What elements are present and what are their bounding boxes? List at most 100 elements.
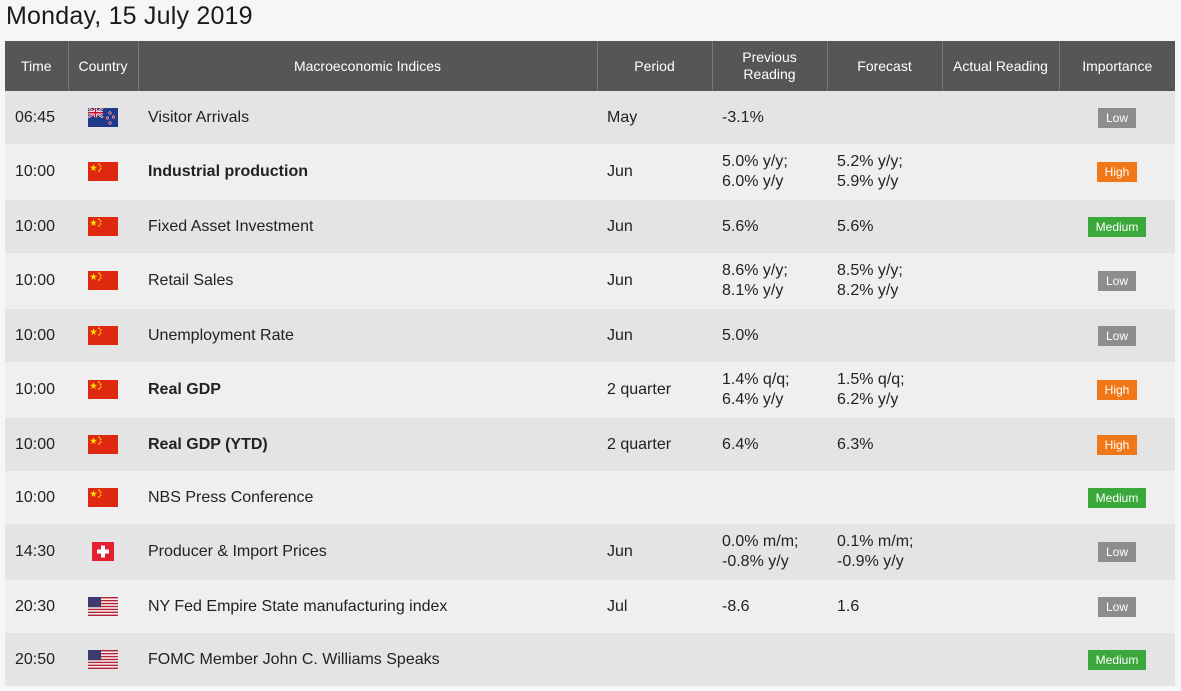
forecast-value-line1: 6.3%: [837, 435, 874, 453]
indicator-name: Visitor Arrivals: [148, 108, 250, 126]
country-cell: [68, 253, 138, 309]
indicator-cell: NBS Press Conference: [138, 471, 597, 524]
event-time: 10:00: [15, 217, 56, 235]
header-time[interactable]: Time: [5, 41, 68, 91]
table-row[interactable]: 20:30 NY Fed Empire State manufacturing …: [5, 580, 1175, 633]
period-cell: May: [597, 91, 712, 144]
table-row[interactable]: 10:00 Real GDP 2 quarter 1.4% q/q; 6.4% y/y…: [5, 362, 1175, 418]
previous-value-line1: 6.4%: [722, 435, 759, 453]
cn-flag-icon: [88, 162, 118, 182]
indicator-name: Real GDP: [148, 381, 221, 398]
header-importance[interactable]: Importance: [1058, 41, 1175, 91]
previous-cell: 8.6% y/y; 8.1% y/y: [712, 253, 827, 309]
time-cell: 20:30: [5, 580, 68, 633]
previous-value-line1: 0.0% m/m;: [722, 533, 799, 550]
header-previous-line1: Previous: [742, 49, 797, 65]
country-cell: [68, 362, 138, 418]
previous-value-line2: 6.4% y/y: [722, 391, 784, 408]
previous-value-line1: 8.6% y/y;: [722, 262, 788, 279]
indicator-name: NBS Press Conference: [148, 488, 314, 506]
event-time: 10:00: [15, 272, 56, 289]
table-row[interactable]: 10:00 Real GDP (YTD) 2 quarter 6.4% 6.3% Hig…: [5, 418, 1175, 471]
actual-cell: [942, 580, 1059, 633]
indicator-cell: Fixed Asset Investment: [138, 200, 597, 253]
period-cell: Jun: [597, 200, 712, 253]
table-row[interactable]: 10:00 Fixed Asset Investment Jun 5.6% 5.6% M…: [5, 200, 1175, 253]
forecast-value-line1: 1.6: [837, 597, 860, 615]
nz-flag-icon: [88, 107, 118, 127]
importance-cell: Low: [1059, 580, 1175, 633]
indicator-cell: Industrial production: [138, 144, 597, 200]
indicator-name: Fixed Asset Investment: [148, 217, 314, 235]
header-actual-reading[interactable]: Actual Reading: [941, 41, 1059, 91]
period-cell: [597, 471, 712, 524]
table-row[interactable]: 20:50 FOMC Member John C. Williams Speak…: [5, 633, 1175, 686]
forecast-value-line1: 8.5% y/y;: [837, 262, 903, 279]
importance-badge: High: [1096, 434, 1138, 455]
previous-value-line1: -3.1%: [722, 108, 764, 126]
country-cell: [68, 580, 138, 633]
table-row[interactable]: 06:45 Visitor Arrivals May -3.1% Low: [5, 91, 1175, 144]
forecast-value-line2: 8.2% y/y: [837, 282, 899, 299]
previous-value-line1: 5.6%: [722, 217, 759, 235]
importance-badge: Low: [1097, 271, 1136, 291]
importance-cell: Medium: [1059, 200, 1175, 253]
header-forecast[interactable]: Forecast: [826, 41, 942, 91]
indicator-cell: Producer & Import Prices: [138, 524, 597, 580]
importance-badge: Medium: [1087, 487, 1147, 508]
table-row[interactable]: 10:00 Unemployment Rate Jun 5.0% Low: [5, 309, 1175, 362]
forecast-cell: [827, 309, 942, 362]
page-title: Monday, 15 July 2019: [6, 2, 253, 30]
previous-cell: -3.1%: [712, 91, 827, 144]
importance-cell: Low: [1059, 524, 1175, 580]
header-country[interactable]: Country: [67, 41, 138, 91]
period-cell: Jun: [597, 524, 712, 580]
previous-value-line2: -0.8% y/y: [722, 553, 789, 570]
time-cell: 14:30: [5, 524, 68, 580]
importance-cell: Medium: [1059, 633, 1175, 686]
economic-calendar-table: Time Country Macroeconomic Indices Perio…: [5, 41, 1175, 686]
country-cell: [68, 91, 138, 144]
header-indices[interactable]: Macroeconomic Indices: [137, 41, 597, 91]
importance-badge: Medium: [1087, 216, 1147, 237]
forecast-cell: 0.1% m/m; -0.9% y/y: [827, 524, 942, 580]
importance-cell: High: [1059, 362, 1175, 418]
header-period[interactable]: Period: [596, 41, 712, 91]
time-cell: 10:00: [5, 362, 68, 418]
period-value: May: [607, 108, 638, 126]
previous-cell: 0.0% m/m; -0.8% y/y: [712, 524, 827, 580]
time-cell: 10:00: [5, 309, 68, 362]
header-previous-reading[interactable]: Previous Reading: [711, 41, 827, 91]
actual-cell: [942, 418, 1059, 471]
period-cell: 2 quarter: [597, 418, 712, 471]
us-flag-icon: [88, 596, 118, 616]
actual-cell: [942, 91, 1059, 144]
importance-cell: Low: [1059, 253, 1175, 309]
period-cell: Jun: [597, 309, 712, 362]
forecast-cell: 5.2% y/y; 5.9% y/y: [827, 144, 942, 200]
cn-flag-icon: [88, 487, 118, 507]
actual-cell: [942, 200, 1059, 253]
forecast-value-line1: 5.2% y/y;: [837, 153, 903, 170]
time-cell: 10:00: [5, 200, 68, 253]
actual-cell: [942, 471, 1059, 524]
table-row[interactable]: 10:00 NBS Press Conference Medium: [5, 471, 1175, 524]
table-row[interactable]: 10:00 Retail Sales Jun 8.6% y/y; 8.1% y/y 8.…: [5, 253, 1175, 309]
time-cell: 10:00: [5, 471, 68, 524]
previous-value-line2: 8.1% y/y: [722, 282, 784, 299]
forecast-value-line1: 1.5% q/q;: [837, 371, 905, 388]
time-cell: 20:50: [5, 633, 68, 686]
event-time: 10:00: [15, 488, 56, 506]
importance-cell: Low: [1059, 309, 1175, 362]
table-row[interactable]: 14:30 Producer & Import Prices Jun 0.0% m/…: [5, 524, 1175, 580]
forecast-cell: 6.3%: [827, 418, 942, 471]
period-cell: 2 quarter: [597, 362, 712, 418]
table-row[interactable]: 10:00 Industrial production Jun 5.0% y/y; 6…: [5, 144, 1175, 200]
forecast-cell: 1.6: [827, 580, 942, 633]
event-time: 10:00: [15, 381, 56, 398]
event-time: 20:50: [15, 650, 56, 668]
event-time: 10:00: [15, 435, 56, 453]
indicator-cell: Real GDP (YTD): [138, 418, 597, 471]
cn-flag-icon: [88, 380, 118, 400]
time-cell: 10:00: [5, 418, 68, 471]
